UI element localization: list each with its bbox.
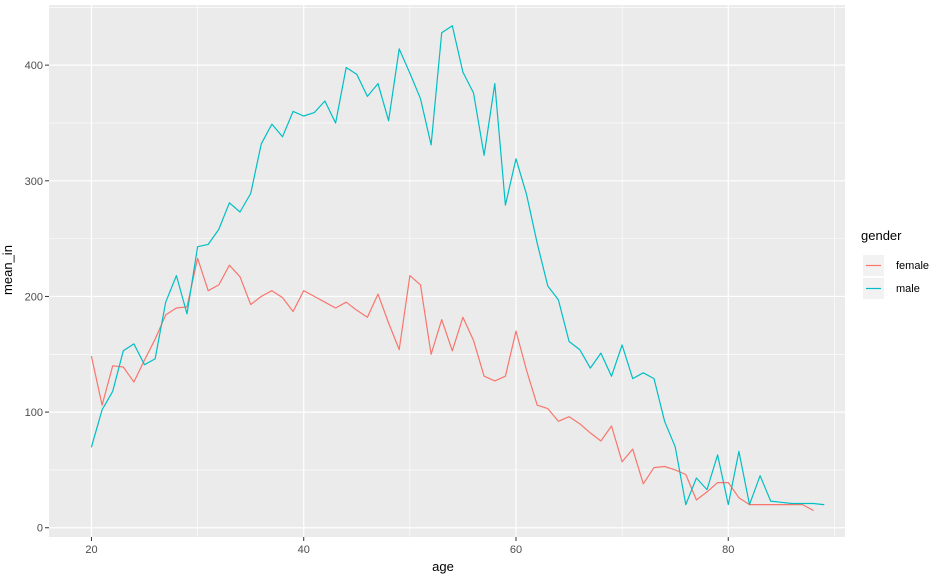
series-line-male <box>90 25 825 506</box>
x-tick-label: 40 <box>298 544 310 556</box>
y-tick-label: 0 <box>37 523 43 535</box>
legend: gender female male <box>861 228 929 299</box>
major-gridlines <box>49 5 845 537</box>
y-tick-label: 300 <box>25 176 43 188</box>
x-axis-ticks: 20 40 60 80 <box>85 537 734 556</box>
legend-label-male: male <box>896 283 920 295</box>
minor-gridlines <box>49 5 845 537</box>
x-tick-label: 20 <box>85 544 97 556</box>
y-tick-label: 200 <box>25 291 43 303</box>
y-axis-title: mean_in <box>0 245 15 295</box>
x-axis-title: age <box>432 559 454 574</box>
series-layer <box>90 25 825 511</box>
x-tick-label: 80 <box>722 544 734 556</box>
y-axis-ticks: 0 100 200 300 400 <box>25 60 49 535</box>
legend-label-female: female <box>896 260 929 272</box>
legend-title: gender <box>861 228 902 243</box>
series-line-female <box>90 257 814 511</box>
plot-panel <box>49 5 845 537</box>
y-tick-label: 400 <box>25 60 43 72</box>
x-tick-label: 60 <box>510 544 522 556</box>
y-tick-label: 100 <box>25 407 43 419</box>
